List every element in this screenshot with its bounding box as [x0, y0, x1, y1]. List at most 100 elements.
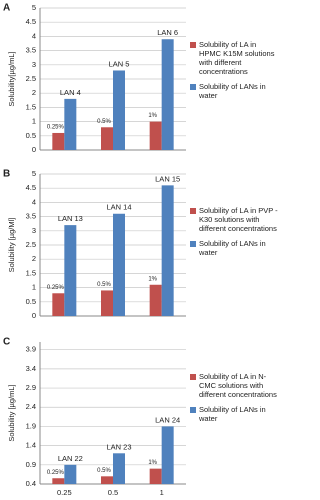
y-tick-label: 3.4: [26, 364, 36, 373]
bar: [52, 478, 65, 484]
y-tick-label: 2: [32, 254, 36, 263]
bar: [149, 468, 162, 484]
y-axis-label: Solubility[µg/mL]: [7, 51, 16, 106]
bar-label: LAN 23: [106, 442, 131, 451]
bar: [113, 70, 125, 150]
legend: Solubility of LA in PVP -K30 solutions w…: [190, 206, 278, 263]
bar: [64, 98, 77, 150]
bar-label: LAN 22: [58, 454, 83, 463]
bar: [161, 426, 174, 484]
bar: [149, 284, 162, 316]
chart-panel: B Solubility [µg/Ml] 0 0.5 1 1.5 2 2.5 3 3.5 4 4.5 5…: [0, 166, 280, 332]
y-tick-label: 0: [32, 311, 36, 320]
y-tick-label: 3: [32, 226, 36, 235]
bar: [161, 39, 174, 150]
legend-label: Solubility of LANs in water: [199, 405, 266, 423]
y-tick-label: 1.4: [26, 441, 36, 450]
legend-swatch: [190, 42, 196, 48]
y-axis-label: Solubility [µg/mL]: [7, 384, 16, 441]
y-tick-label: 1.9: [26, 421, 36, 430]
bar-label: LAN 6: [157, 28, 178, 37]
chart: C Solubility [µg/mL] 0.4 0.9 1.4 1.9 2.4 2.9 3.4…: [3, 337, 186, 497]
panel-letter: B: [3, 169, 10, 180]
bar-label: LAN 14: [106, 203, 131, 212]
y-tick-label: 3: [32, 60, 36, 69]
legend-label: Solubility of LA in N-CMC solutions with…: [199, 372, 277, 399]
legend-swatch: [190, 208, 196, 214]
bar-label: LAN 13: [58, 214, 83, 223]
y-tick-label: 4.5: [26, 183, 36, 192]
legend: Solubility of LA in N-CMC solutions with…: [190, 372, 278, 429]
bar-label: LAN 24: [155, 415, 180, 424]
y-tick-label: 2.4: [26, 402, 36, 411]
bar: [113, 453, 125, 484]
legend-item: Solubility of LA in PVP -K30 solutions w…: [190, 206, 278, 233]
chart: A Solubility[µg/mL] 0 0.5 1 1.5 2 2.5 3 3.5 4 4.5 5 0…: [3, 3, 186, 154]
bar: [101, 290, 113, 316]
bar: [101, 476, 113, 484]
chart-panel: C Solubility [µg/mL] 0.4 0.9 1.4 1.9 2.4 2.9 3.4…: [0, 334, 280, 500]
y-tick-label: 1: [32, 117, 36, 126]
panel-letter: C: [3, 337, 10, 348]
bar-label: LAN 5: [109, 59, 130, 68]
chart-panel: A Solubility[µg/mL] 0 0.5 1 1.5 2 2.5 3 3.5 4 4.5 5 0…: [0, 0, 280, 166]
y-tick-label: 2.9: [26, 383, 36, 392]
y-axis-label: Solubility [µg/Ml]: [7, 218, 16, 273]
bar-label: 0.5%: [97, 119, 111, 125]
legend-label: Solubility of LANs in water: [199, 239, 266, 257]
y-tick-label: 0.9: [26, 460, 36, 469]
bar-label: LAN 4: [60, 88, 81, 97]
bar: [149, 121, 162, 150]
y-tick-label: 1.5: [26, 102, 36, 111]
bar-label: 1%: [148, 113, 157, 119]
y-tick-label: 2.5: [26, 240, 36, 249]
y-tick-label: 1: [32, 283, 36, 292]
bar-label: LAN 15: [155, 174, 180, 183]
bar: [64, 225, 77, 316]
bar: [52, 293, 65, 316]
legend-swatch: [190, 407, 196, 413]
bar-label: 0.25%: [47, 470, 65, 476]
chart: B Solubility [µg/Ml] 0 0.5 1 1.5 2 2.5 3 3.5 4 4.5 5…: [3, 169, 186, 320]
legend-swatch: [190, 84, 196, 90]
legend-label: Solubility of LA in HPMC K15M solutions …: [199, 40, 275, 76]
bar-label: 1%: [148, 460, 157, 466]
legend-swatch: [190, 374, 196, 380]
legend-item: Solubility of LANs in water: [190, 239, 278, 257]
bar-label: 0.25%: [47, 125, 65, 131]
bar: [161, 185, 174, 316]
y-tick-label: 4.5: [26, 17, 36, 26]
bar-label: 1%: [148, 276, 157, 282]
legend-item: Solubility of LA in N-CMC solutions with…: [190, 372, 278, 399]
y-tick-label: 3.9: [26, 345, 36, 354]
bar-label: 0.5%: [97, 468, 111, 474]
legend-item: Solubility of LA in HPMC K15M solutions …: [190, 40, 278, 76]
y-tick-label: 1.5: [26, 268, 36, 277]
y-tick-label: 0.5: [26, 297, 36, 306]
legend-item: Solubility of LANs in water: [190, 405, 278, 423]
panel-letter: A: [3, 3, 10, 14]
x-tick-label: 1: [160, 488, 164, 497]
y-tick-label: 0: [32, 145, 36, 154]
bar: [52, 132, 65, 150]
y-tick-label: 5: [32, 169, 36, 178]
legend-label: Solubility of LANs in water: [199, 82, 266, 100]
y-tick-label: 2: [32, 88, 36, 97]
bar-label: 0.25%: [47, 285, 65, 291]
y-tick-label: 0.4: [26, 479, 36, 488]
bar-label: 0.5%: [97, 282, 111, 288]
legend-swatch: [190, 241, 196, 247]
y-tick-label: 3.5: [26, 46, 36, 55]
legend: Solubility of LA in HPMC K15M solutions …: [190, 40, 278, 106]
x-tick-label: 0.5: [108, 488, 118, 497]
y-tick-label: 4: [32, 31, 36, 40]
figure: A Solubility[µg/mL] 0 0.5 1 1.5 2 2.5 3 3.5 4 4.5 5 0…: [0, 0, 280, 500]
y-tick-label: 3.5: [26, 212, 36, 221]
legend-item: Solubility of LANs in water: [190, 82, 278, 100]
y-tick-label: 5: [32, 3, 36, 12]
bar: [64, 464, 77, 484]
legend-label: Solubility of LA in PVP -K30 solutions w…: [199, 206, 278, 233]
bar: [113, 213, 125, 316]
y-tick-label: 4: [32, 197, 36, 206]
y-tick-label: 2.5: [26, 74, 36, 83]
